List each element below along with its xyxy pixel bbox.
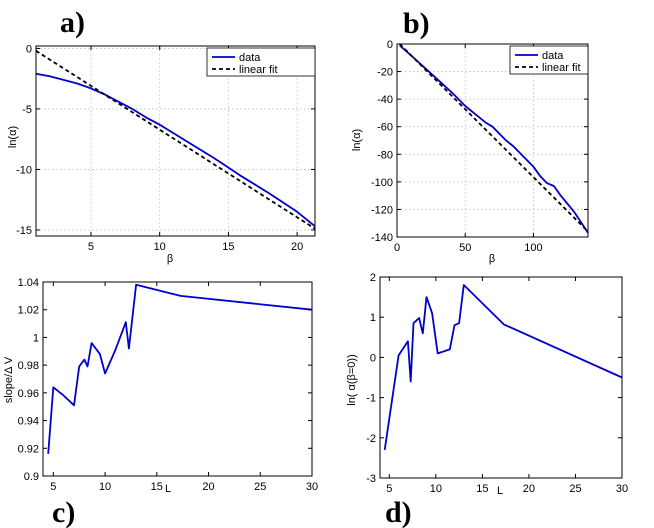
legend-entry: data	[239, 52, 261, 64]
y-tick-label: 0.92	[18, 443, 39, 455]
y-tick-label: -80	[377, 149, 393, 161]
x-tick-label: 15	[151, 481, 163, 493]
x-tick-label: 15	[476, 483, 488, 495]
legend-entry: data	[542, 50, 564, 62]
y-tick-label: 0	[387, 39, 393, 51]
x-tick-label: 10	[154, 241, 166, 253]
y-tick-label: 1.04	[18, 277, 39, 289]
x-tick-label: 0	[394, 242, 400, 254]
y-tick-label: 0	[26, 43, 32, 55]
x-tick-label: 20	[523, 483, 535, 495]
legend-box	[509, 45, 589, 75]
x-axis-label: β	[489, 253, 495, 265]
y-tick-label: 0.94	[18, 416, 39, 428]
x-tick-label: 10	[430, 483, 442, 495]
y-tick-label: 0.9	[24, 471, 39, 483]
plot-frame	[42, 281, 313, 477]
y-tick-label: -120	[371, 204, 393, 216]
y-axis-label: ln(α)	[7, 126, 19, 148]
series-line-data	[399, 44, 589, 234]
x-tick-label: 15	[222, 241, 234, 253]
y-tick-label: -100	[371, 177, 393, 189]
plot-frame	[396, 43, 589, 238]
x-axis-label: L	[497, 485, 503, 497]
y-axis-label: ln( α(β=0))	[346, 354, 358, 406]
y-tick-label: -5	[22, 104, 32, 116]
x-tick-label: 20	[291, 241, 303, 253]
y-tick-label: -20	[377, 67, 393, 79]
x-tick-label: 30	[616, 483, 628, 495]
x-axis-label: L	[165, 483, 171, 495]
y-tick-label: -10	[16, 164, 32, 176]
x-tick-label: 20	[202, 481, 214, 493]
x-tick-label: 5	[88, 241, 94, 253]
x-tick-label: 5	[50, 481, 56, 493]
y-axis-label: ln(α)	[351, 129, 363, 151]
legend-entry: linear fit	[239, 64, 278, 76]
panel-letter: b)	[403, 7, 430, 40]
series-line-curve	[383, 284, 623, 451]
panel-letter: d)	[385, 496, 412, 528]
panel-c: 5 10 15 20 25 30 0.9 0.92 0.94 0.96 0.98 1 1.02 1.04 L…	[3, 277, 318, 528]
y-axis-label: slope/Δ V	[3, 356, 15, 403]
y-tick-label: -2	[366, 433, 376, 445]
y-tick-label: -15	[16, 225, 32, 237]
panel-letter: a)	[60, 6, 85, 39]
series-line-data	[35, 72, 316, 227]
x-tick-label: 25	[254, 481, 266, 493]
x-tick-label: 25	[569, 483, 581, 495]
x-tick-label: 50	[459, 242, 471, 254]
y-tick-label: -1	[366, 393, 376, 405]
plot-frame	[35, 45, 316, 237]
x-tick-label: 5	[386, 483, 392, 495]
y-tick-label: 0	[370, 352, 376, 364]
series-line-curve	[47, 283, 313, 454]
legend-entry: linear fit	[542, 62, 581, 74]
y-tick-label: 2	[370, 272, 376, 284]
x-tick-label: 30	[306, 481, 318, 493]
legend-box	[206, 47, 316, 77]
x-tick-label: 100	[524, 242, 542, 254]
panel-letter: c)	[52, 496, 75, 528]
y-tick-label: 0.96	[18, 388, 39, 400]
x-axis-label: β	[167, 253, 173, 265]
plot-frame	[379, 276, 623, 479]
y-tick-label: -40	[377, 94, 393, 106]
series-line-linear-fit	[399, 43, 589, 233]
panel-b: 0 50 100 0 -20 -40 -60 -80 -100 -120 -140 β ln(α) b) d…	[351, 7, 589, 265]
y-tick-label: -140	[371, 232, 393, 244]
y-tick-label: 1.02	[18, 305, 39, 317]
x-tick-label: 10	[99, 481, 111, 493]
y-tick-label: -60	[377, 122, 393, 134]
series-line-linear-fit	[35, 50, 316, 230]
y-tick-label: 0.98	[18, 360, 39, 372]
y-tick-label: 1	[370, 312, 376, 324]
y-tick-label: 1	[33, 332, 39, 344]
y-tick-label: -3	[366, 473, 376, 485]
